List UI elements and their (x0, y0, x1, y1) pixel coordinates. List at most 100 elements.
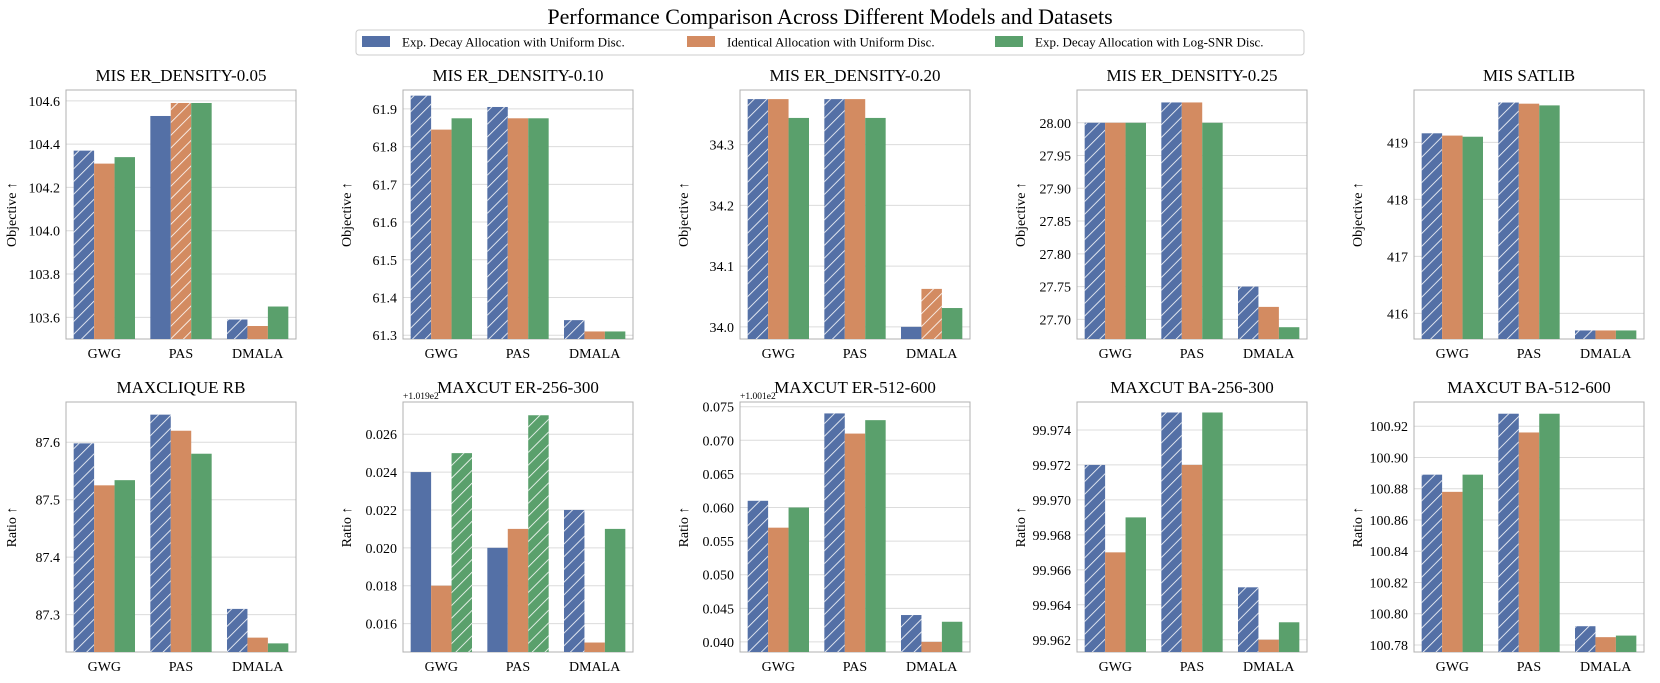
bar-hatch (564, 509, 585, 652)
bar-hatch (451, 453, 472, 652)
bar-hatch (73, 150, 95, 339)
subplot-title: MIS ER_DENSITY-0.10 (433, 66, 604, 85)
bar (921, 641, 942, 652)
y-tick-label: 0.050 (703, 569, 735, 584)
bar (267, 643, 289, 652)
subplot-grid: 103.6 103.8 104.0 104.2 104.4 104.6 GWG PAS DMAL… (5, 66, 1645, 675)
y-tick-label: 0.070 (703, 434, 735, 449)
bar-hatch (747, 99, 769, 339)
x-tick-label: DMALA (232, 660, 284, 675)
y-tick-label: 416 (1387, 307, 1408, 322)
y-tick-label: 99.968 (1033, 529, 1072, 544)
bar (941, 308, 963, 339)
x-tick-label: PAS (506, 660, 530, 675)
bar-hatch (1498, 413, 1519, 652)
y-tick-label: 27.90 (1040, 182, 1072, 197)
bar (1442, 135, 1463, 339)
bar (1442, 491, 1463, 652)
y-tick-label: 34.2 (710, 199, 735, 214)
subplot: 87.3 87.4 87.5 87.6 GWG PAS DMALA MAXCLIQUE RB R… (5, 378, 297, 675)
y-tick-label: 0.040 (703, 636, 735, 651)
bar (191, 102, 212, 339)
y-tick-label: 104.4 (29, 138, 61, 153)
bar (844, 99, 866, 339)
y-tick-label: 100.92 (1370, 420, 1409, 435)
y-tick-label: 61.8 (373, 141, 398, 156)
bar (451, 118, 472, 339)
bar (114, 480, 135, 652)
y-axis-label: Ratio ↑ (5, 507, 20, 548)
y-tick-label: 103.8 (29, 268, 61, 283)
bar (1462, 474, 1483, 652)
bar-hatch (410, 95, 432, 339)
y-tick-label: 99.970 (1033, 494, 1072, 509)
y-tick-label: 34.1 (710, 260, 735, 275)
y-tick-label: 28.00 (1040, 117, 1072, 132)
x-tick-label: DMALA (232, 347, 284, 362)
y-tick-label: 104.0 (29, 225, 61, 240)
legend-swatch (687, 36, 715, 47)
bar (1462, 136, 1483, 339)
bar (170, 430, 192, 652)
bar (94, 485, 115, 652)
bar (584, 331, 605, 339)
y-tick-label: 87.5 (36, 494, 61, 509)
bar (1202, 122, 1223, 340)
subplot-title: MIS ER_DENSITY-0.05 (96, 66, 267, 85)
bar (788, 507, 809, 652)
bar (191, 453, 212, 652)
legend-swatch (995, 36, 1023, 47)
bar (431, 129, 452, 339)
legend-label: Exp. Decay Allocation with Log-SNR Disc. (1035, 35, 1264, 50)
y-tick-label: 418 (1387, 193, 1408, 208)
y-tick-label: 0.060 (703, 502, 735, 517)
bar (150, 115, 171, 339)
x-tick-label: GWG (88, 347, 121, 362)
y-tick-label: 0.016 (366, 618, 398, 633)
y-axis-label: Objective ↑ (1351, 182, 1366, 247)
axis-offset-label: +1.001e2 (740, 392, 776, 402)
bar-hatch (1161, 102, 1182, 339)
x-tick-label: DMALA (906, 347, 958, 362)
bar-hatch (824, 99, 845, 339)
bar-hatch (487, 106, 508, 340)
y-tick-label: 0.055 (703, 535, 735, 550)
bar-hatch (73, 443, 95, 652)
y-tick-label: 34.0 (710, 321, 735, 336)
subplot: 99.962 99.964 99.966 99.968 99.970 99.972 99.9… (1014, 378, 1308, 675)
axis-offset-label: +1.019e2 (403, 392, 439, 402)
bar (1125, 122, 1146, 340)
y-tick-label: 0.065 (703, 468, 735, 483)
x-tick-label: PAS (169, 347, 193, 362)
x-tick-label: GWG (88, 660, 121, 675)
legend-item: Exp. Decay Allocation with Log-SNR Disc. (995, 35, 1264, 50)
y-tick-label: 100.88 (1370, 483, 1409, 498)
bar-hatch (1498, 102, 1519, 340)
bar (941, 621, 963, 652)
y-tick-label: 87.4 (36, 551, 61, 566)
x-tick-label: PAS (843, 660, 867, 675)
bar-hatch (1575, 330, 1596, 339)
bar-hatch (1238, 286, 1259, 339)
y-axis-label: Ratio ↑ (677, 507, 692, 548)
y-tick-label: 100.82 (1370, 576, 1409, 591)
x-tick-label: DMALA (1243, 660, 1295, 675)
bar (1202, 412, 1223, 652)
x-tick-label: PAS (843, 347, 867, 362)
x-tick-label: PAS (1180, 660, 1204, 675)
y-tick-label: 87.6 (36, 436, 61, 451)
y-axis-label: Objective ↑ (1014, 182, 1029, 247)
subplot: 103.6 103.8 104.0 104.2 104.4 104.6 GWG PAS DMAL… (5, 66, 297, 362)
bar (1105, 552, 1126, 652)
bar-hatch (1421, 474, 1443, 652)
x-tick-label: DMALA (569, 347, 621, 362)
subplot-title: MAXCUT BA-512-600 (1447, 378, 1611, 397)
y-tick-label: 61.7 (373, 178, 398, 193)
y-tick-label: 103.6 (29, 311, 61, 326)
legend: Exp. Decay Allocation with Uniform Disc.… (355, 29, 1305, 56)
legend-item: Identical Allocation with Uniform Disc. (687, 35, 935, 50)
y-tick-label: 100.86 (1370, 514, 1409, 529)
y-tick-label: 0.026 (366, 428, 398, 443)
subplot-title: MIS SATLIB (1483, 66, 1575, 85)
bar-hatch (824, 413, 845, 652)
